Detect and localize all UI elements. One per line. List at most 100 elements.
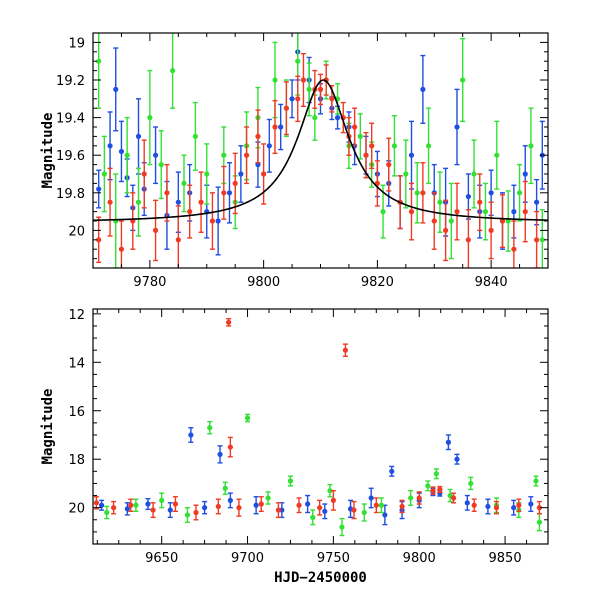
data-point-red: [275, 502, 282, 519]
marker: [184, 512, 191, 518]
data-point-red: [437, 485, 443, 494]
data-point-blue: [266, 118, 272, 173]
marker: [334, 115, 341, 121]
data-point-blue: [96, 169, 102, 209]
marker: [493, 505, 500, 511]
data-point-red: [198, 171, 204, 233]
data-point-red: [255, 109, 261, 164]
data-point-green: [505, 190, 511, 252]
marker: [361, 509, 367, 516]
marker: [485, 503, 491, 510]
data-point-red: [317, 499, 323, 516]
data-point-red: [232, 152, 238, 215]
marker: [511, 209, 517, 215]
y-tick-label: 20: [68, 502, 85, 517]
y-tick-label: 19: [68, 36, 85, 51]
data-point-green: [207, 420, 213, 435]
data-point-green: [96, 33, 102, 109]
data-point-green: [361, 503, 367, 522]
marker: [437, 199, 443, 205]
data-point-red: [522, 180, 528, 243]
marker: [471, 502, 477, 508]
x-tick-label: 9800: [403, 551, 436, 566]
marker: [227, 444, 233, 450]
marker: [198, 199, 204, 205]
marker: [104, 509, 110, 516]
marker: [533, 478, 539, 484]
data-point-blue: [188, 427, 194, 443]
y-axis-title: Magnitude: [40, 389, 56, 465]
marker: [221, 190, 227, 196]
marker: [465, 193, 471, 200]
marker: [528, 143, 534, 149]
data-point-red: [111, 500, 117, 515]
marker: [158, 162, 164, 168]
data-point-blue: [278, 103, 284, 151]
marker: [261, 171, 267, 177]
data-point-green: [448, 182, 454, 260]
y-tick-label: 14: [68, 356, 85, 371]
data-point-green: [287, 475, 294, 487]
marker: [464, 500, 470, 506]
marker: [295, 58, 301, 64]
marker: [539, 237, 545, 243]
data-point-blue: [408, 120, 415, 190]
data-point-red: [227, 436, 233, 458]
data-point-blue: [227, 492, 233, 509]
marker: [536, 505, 543, 511]
data-point-green: [113, 173, 119, 268]
marker: [226, 319, 232, 325]
data-point-red: [352, 107, 358, 147]
data-point-red: [295, 75, 301, 123]
marker: [431, 218, 437, 224]
data-point-blue: [305, 494, 311, 514]
x-tick-label: 9820: [361, 275, 394, 290]
data-point-green: [181, 154, 187, 213]
data-point-green: [306, 62, 312, 117]
data-point-red: [450, 492, 457, 504]
marker: [113, 86, 119, 92]
x-tick-label: 9750: [317, 551, 350, 566]
data-point-blue: [368, 487, 374, 509]
data-point-green: [380, 184, 386, 239]
marker: [477, 199, 483, 205]
marker: [408, 495, 414, 501]
data-point-red: [215, 498, 221, 515]
y-tick-label: 19.8: [56, 187, 85, 202]
marker: [295, 96, 301, 102]
series-red: [93, 317, 543, 521]
x-tick-label: 9650: [145, 551, 178, 566]
marker: [425, 483, 431, 489]
data-point-blue: [389, 465, 395, 477]
data-point-green: [378, 497, 385, 514]
data-point-red: [408, 182, 415, 241]
data-point-blue: [382, 504, 388, 526]
marker: [209, 218, 216, 224]
series-green: [96, 33, 545, 268]
data-point-green: [533, 475, 539, 487]
data-point-green: [327, 483, 333, 498]
marker: [227, 497, 233, 503]
data-point-green: [265, 491, 271, 505]
data-point-red: [363, 131, 369, 179]
marker: [236, 505, 242, 511]
marker: [305, 501, 311, 507]
marker: [172, 501, 179, 507]
data-point-blue: [167, 502, 173, 519]
marker: [339, 524, 345, 530]
data-point-red: [93, 496, 100, 510]
marker: [437, 486, 443, 493]
x-tick-label: 9780: [133, 275, 166, 290]
data-point-green: [339, 517, 345, 537]
data-point-red: [187, 184, 193, 239]
marker: [141, 171, 147, 177]
marker: [403, 171, 409, 177]
marker: [342, 347, 348, 353]
marker: [147, 115, 153, 121]
data-point-green: [159, 492, 165, 509]
data-point-red: [330, 490, 336, 511]
data-point-green: [222, 481, 228, 496]
data-point-red: [209, 192, 216, 250]
data-point-green: [425, 480, 431, 492]
